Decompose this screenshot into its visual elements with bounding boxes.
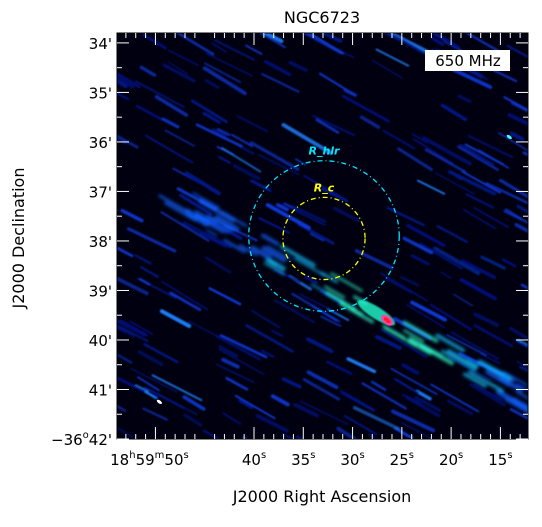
chart-title: NGC6723	[284, 8, 360, 27]
x-tick-label: 15s	[488, 450, 512, 469]
x-tick-label: 25s	[390, 450, 414, 469]
y-tick-label: −36o42'	[51, 430, 112, 449]
x-tick-label: 18h59m50s	[110, 450, 189, 469]
y-tick-label: 40'	[89, 332, 112, 350]
y-tick-label: 41'	[89, 381, 112, 399]
y-tick-label: 37'	[89, 183, 112, 201]
y-tick-label: 39'	[89, 282, 112, 300]
y-axis-title: J2000 Declination	[9, 168, 28, 310]
x-tick-label: 30s	[340, 450, 364, 469]
y-tick-label: 35'	[89, 84, 112, 102]
x-tick-labels: 18h59m50s 40s 35s 30s 25s 20s 15s	[110, 450, 512, 469]
circle-r-hlr	[248, 160, 400, 312]
y-tick-label: 36'	[89, 134, 112, 152]
x-tick-label: 40s	[242, 450, 266, 469]
axis-ticks	[117, 33, 528, 440]
frequency-label-box	[425, 50, 510, 71]
frequency-label: 650 MHz	[435, 52, 501, 70]
x-axis-title: J2000 Right Ascension	[232, 487, 412, 506]
circle-label-r-c: R_c	[314, 181, 335, 194]
cluster-radius-circles	[248, 160, 400, 312]
y-tick-label: 34'	[89, 35, 112, 53]
circle-label-r-hlr: R_hlr	[308, 145, 340, 158]
y-tick-labels: 34' 35' 36' 37' 38' 39' 40' 41' −36o42'	[51, 35, 112, 449]
circle-r-c	[282, 196, 366, 281]
y-tick-label: 38'	[89, 233, 112, 251]
x-tick-label: 35s	[291, 450, 315, 469]
x-tick-label: 20s	[439, 450, 463, 469]
